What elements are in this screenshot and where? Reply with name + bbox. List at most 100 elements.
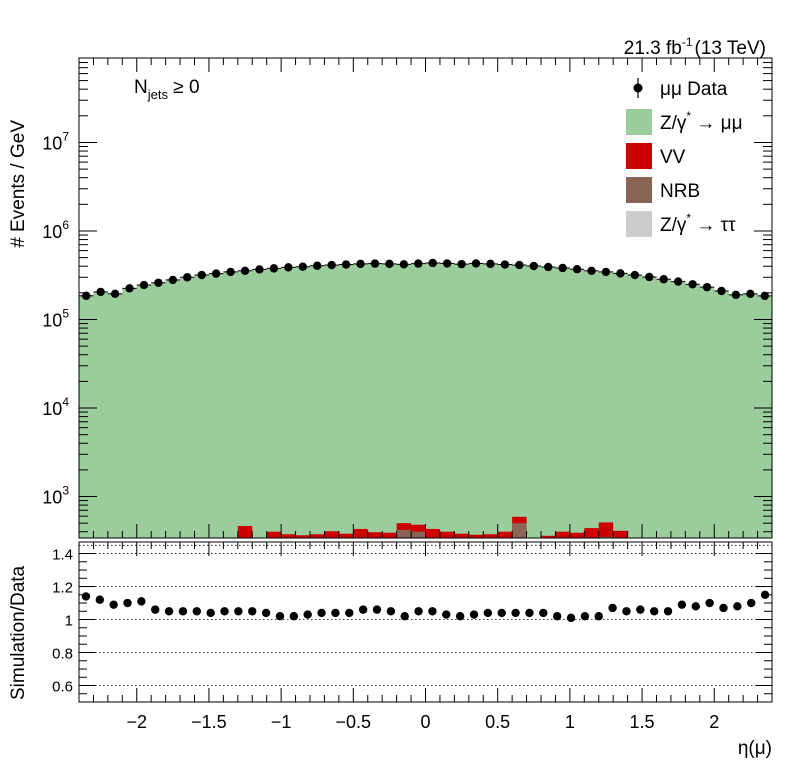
- ratio-point: [414, 607, 423, 616]
- legend-label: μμ Data: [660, 79, 728, 100]
- lower-frame: [78, 541, 773, 703]
- ratio-point: [483, 608, 493, 618]
- vv-bar: [281, 534, 296, 538]
- legend-swatch: [626, 143, 652, 169]
- data-point: [226, 267, 235, 277]
- lower-ytick-label: 1.4: [52, 547, 73, 564]
- vv-bar: [310, 534, 325, 538]
- nrb-bar: [411, 531, 426, 538]
- data-point: [125, 284, 134, 293]
- ratio-point: [206, 608, 215, 618]
- data-point: [616, 269, 625, 278]
- data-point: [572, 265, 582, 274]
- data-point: [414, 259, 423, 268]
- ratio-point: [719, 603, 728, 613]
- ratio-point: [733, 602, 742, 611]
- vv-bar: [613, 530, 628, 538]
- nrb-bar: [396, 529, 412, 538]
- lower-ytick-label: 0.8: [52, 646, 73, 663]
- nrb-bar: [598, 536, 614, 538]
- vv-bar: [367, 532, 383, 538]
- upper-ytick-label: 104: [42, 395, 69, 419]
- ratio-point: [747, 598, 756, 608]
- vv-bar: [497, 531, 513, 538]
- ratio-point: [608, 603, 617, 613]
- ratio-point: [497, 608, 506, 618]
- x-tick-label: 0: [420, 712, 430, 732]
- upper-axes: 103 104 105 106 107: [42, 57, 773, 539]
- lower-ytick-label: 1: [65, 613, 73, 630]
- data-point: [659, 275, 668, 284]
- data-point: [82, 291, 91, 301]
- data-point: [385, 259, 394, 269]
- lower-ratio-points: [81, 590, 770, 623]
- vv-bar: [555, 531, 570, 538]
- ratio-point: [109, 600, 118, 609]
- ratio-point: [345, 608, 354, 618]
- ratio-point: [649, 607, 659, 616]
- data-point: [486, 259, 495, 269]
- ratio-point: [525, 608, 534, 618]
- data-point: [327, 260, 336, 270]
- ratio-point: [691, 602, 700, 611]
- data-point: [255, 265, 264, 274]
- ratio-point: [663, 607, 673, 616]
- upper-ytick-label: 106: [42, 218, 69, 242]
- ratio-point: [705, 598, 714, 608]
- legend-label: VV: [660, 147, 686, 168]
- ratio-point: [95, 595, 104, 604]
- vv-bar: [569, 532, 585, 538]
- data-point: [688, 280, 697, 289]
- ratio-point: [261, 608, 271, 618]
- x-axis-title: η(μ): [738, 738, 772, 759]
- data-point: [760, 291, 769, 301]
- lower-y-axis-title: Simulation/Data: [8, 565, 29, 700]
- legend-label: Z/γ* → μμ: [660, 109, 743, 134]
- x-tick-label: −0.5: [336, 712, 372, 732]
- vv-bar: [382, 532, 397, 538]
- x-tick-label: 1: [565, 712, 575, 732]
- ratio-point: [220, 607, 229, 616]
- vv-bar: [353, 528, 368, 538]
- ratio-point: [178, 607, 188, 616]
- ratio-point: [636, 605, 645, 614]
- vv-bar: [584, 528, 599, 538]
- ratio-point: [137, 597, 146, 606]
- ratio-point: [594, 612, 603, 621]
- vv-bar: [338, 533, 354, 538]
- upper-stack-bars: [79, 262, 772, 538]
- data-point: [471, 259, 481, 268]
- data-point: [673, 277, 683, 286]
- upper-ytick-label: 107: [42, 129, 69, 153]
- upper-y-axis-title: # Events / GeV: [8, 120, 29, 248]
- ratio-point: [552, 612, 562, 621]
- x-tick-label: 2: [709, 712, 719, 732]
- data-point: [139, 280, 149, 290]
- ratio-point: [400, 612, 409, 621]
- data-point: [356, 259, 365, 269]
- data-point: [110, 289, 120, 299]
- ratio-point: [372, 605, 382, 614]
- ratio-point: [234, 607, 243, 616]
- data-point: [746, 289, 755, 299]
- data-point: [399, 260, 409, 269]
- vv-bar: [324, 531, 339, 538]
- upper-data-points: [79, 258, 772, 301]
- vv-bar: [237, 525, 253, 538]
- data-point: [298, 262, 307, 271]
- data-point: [717, 286, 726, 296]
- data-point: [197, 270, 206, 280]
- lower-axes: 0.6 0.8 1 1.2 1.4 −2 −1.5 −1 −0.5 0 0.5 1 1.5 2: [52, 541, 773, 732]
- lower-ytick-label: 0.6: [52, 679, 73, 696]
- ratio-point: [289, 612, 299, 621]
- ratio-point: [442, 610, 451, 619]
- data-point: [544, 262, 553, 272]
- nrb-bar: [512, 523, 527, 538]
- vv-bar: [295, 535, 310, 538]
- lumi-label: 21.3 fb-1 (13 TeV): [624, 35, 766, 59]
- ratio-point: [469, 610, 479, 619]
- data-point: [515, 260, 524, 270]
- ratio-point: [317, 608, 326, 618]
